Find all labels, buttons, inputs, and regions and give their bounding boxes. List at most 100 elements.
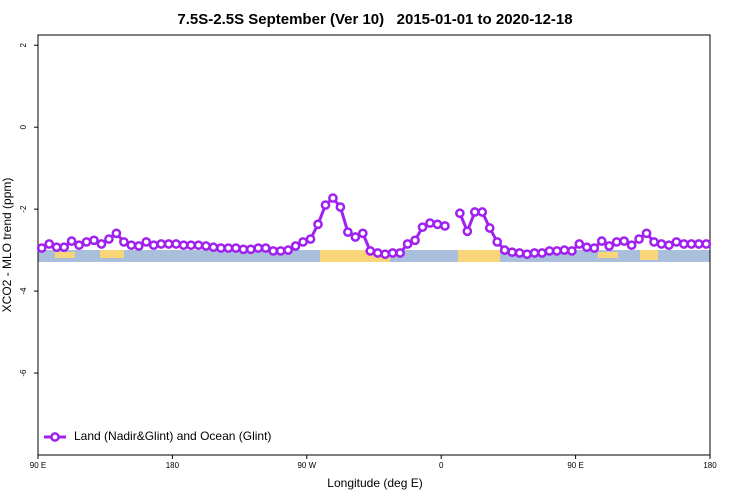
point [372,248,383,258]
point [656,239,667,249]
point [552,246,562,256]
y-tick-label: -2 [19,205,28,213]
point [126,240,137,251]
point [544,246,555,256]
point [245,244,256,255]
point [395,248,405,258]
point [581,242,592,253]
point [641,228,652,239]
point [432,219,443,230]
point [96,239,107,249]
point [649,237,659,247]
point [529,248,540,258]
point [44,239,55,249]
point [425,218,435,228]
point [664,240,674,251]
point [574,239,585,249]
point [686,239,697,249]
y-tick-label: -4 [19,287,28,295]
point [537,248,547,258]
point [51,242,62,253]
point [402,239,413,249]
point [193,240,204,251]
point [701,239,712,249]
point [559,245,570,255]
point [89,235,99,246]
point [66,236,77,246]
point [350,232,361,242]
point [223,243,234,253]
point [253,243,264,253]
point [111,228,122,239]
point [380,249,391,260]
point [492,237,503,247]
point [671,237,682,247]
point [410,235,420,246]
point [119,237,129,247]
point [74,240,84,251]
point [313,219,323,230]
land-band [100,250,124,258]
point [365,246,376,256]
point [357,228,368,239]
point [611,237,622,247]
point [417,222,428,233]
point [589,243,600,253]
point [320,200,331,210]
point [507,247,517,258]
point [305,234,316,244]
point [522,249,532,260]
legend-label: Land (Nadir&Glint) and Ocean (Glint) [74,429,271,443]
point [455,208,465,219]
point [283,245,293,255]
point [81,237,92,247]
point [36,243,47,253]
point [514,248,525,258]
x-axis-label: Longitude (deg E) [327,476,422,490]
land-band [598,252,618,258]
point [201,241,211,251]
point [133,241,144,251]
y-tick-label: -6 [19,369,28,377]
point [484,223,495,233]
point [156,239,167,249]
point [268,246,279,256]
point [693,239,704,249]
point [626,240,637,251]
point [178,240,189,251]
land-band [55,252,75,258]
legend-marker [50,432,60,442]
point [499,245,510,255]
point [231,243,241,253]
point [260,243,271,253]
point [604,241,615,251]
point [634,234,644,244]
x-tick-label: 90 W [297,461,316,470]
point [148,240,159,251]
y-tick-label: 2 [19,42,28,47]
point [163,239,174,249]
point [343,227,353,237]
land-band [458,250,500,262]
point [104,234,114,244]
point [275,246,286,256]
point [59,242,69,253]
x-tick-label: 90 E [567,461,583,470]
point [567,246,577,256]
y-tick-label: 0 [19,124,28,129]
point [141,237,152,247]
x-tick-label: 90 E [30,461,46,470]
point [290,241,301,251]
point [216,243,226,253]
chart-title: 7.5S-2.5S September (Ver 10) 2015-01-01 … [177,11,572,28]
y-axis-label: XCO2 - MLO trend (ppm) [0,178,14,313]
point [596,236,607,246]
point [328,193,338,203]
x-tick-label: 180 [166,461,180,470]
point [186,240,196,251]
point [238,244,249,255]
point [171,239,181,249]
point [298,237,308,247]
x-tick-label: 0 [439,461,444,470]
